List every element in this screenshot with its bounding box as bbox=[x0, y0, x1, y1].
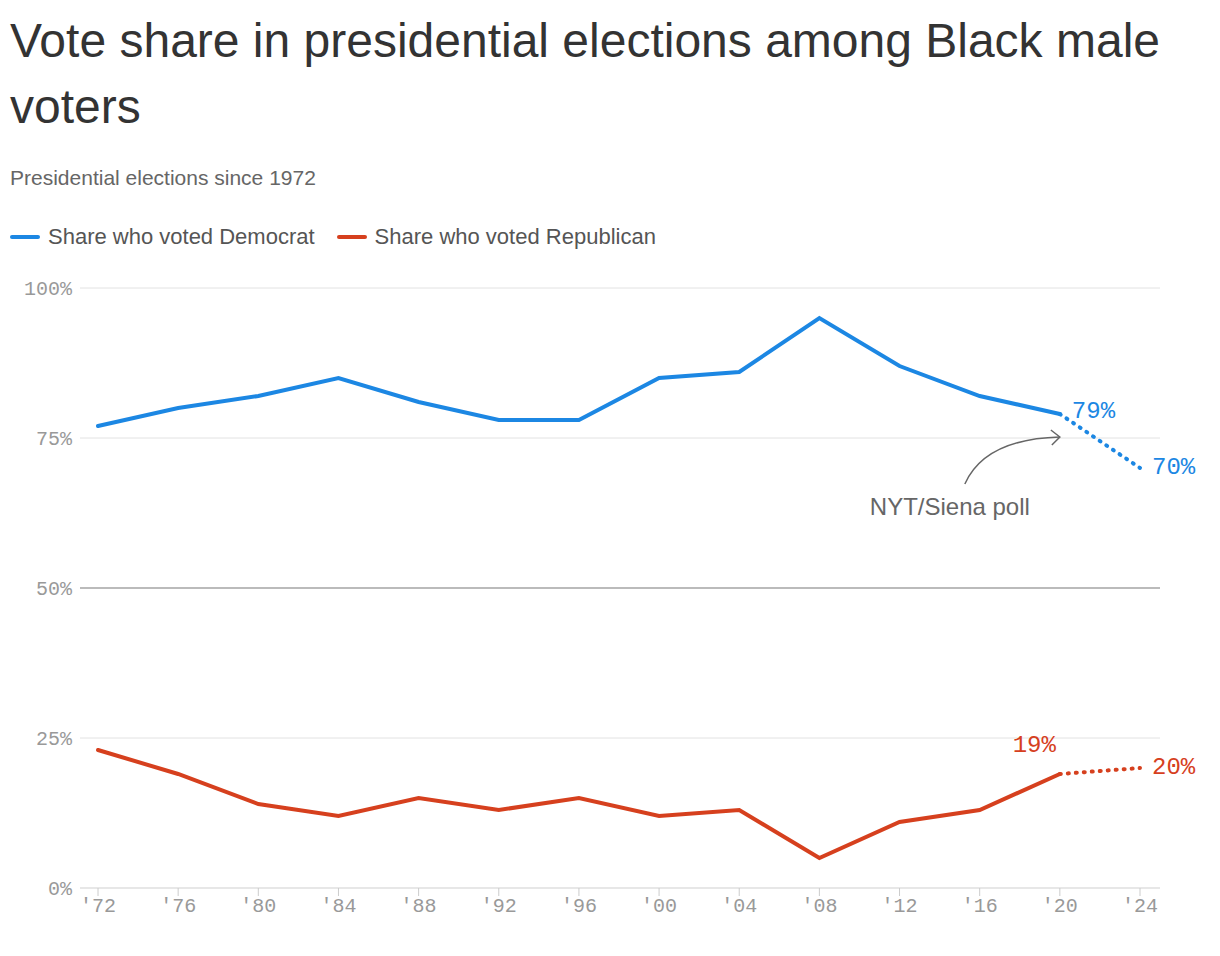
svg-text:100%: 100% bbox=[24, 278, 73, 301]
svg-text:19%: 19% bbox=[1013, 732, 1057, 759]
svg-text:'88: '88 bbox=[401, 895, 437, 918]
svg-text:70%: 70% bbox=[1152, 454, 1196, 481]
svg-text:'76: '76 bbox=[160, 895, 196, 918]
svg-text:'24: '24 bbox=[1122, 895, 1158, 918]
svg-text:'92: '92 bbox=[481, 895, 517, 918]
html-text:Share who voted Republican: Share who voted Republican bbox=[374, 224, 656, 249]
svg-text:'84: '84 bbox=[320, 895, 356, 918]
html-text:Presidential elections since 1: Presidential elections since 1972 bbox=[10, 166, 316, 189]
svg-text:20%: 20% bbox=[1152, 754, 1196, 781]
html-text:Share who voted Democrat: Share who voted Democrat bbox=[48, 224, 315, 249]
svg-text:75%: 75% bbox=[36, 428, 73, 451]
svg-text:'72: '72 bbox=[80, 895, 116, 918]
svg-text:50%: 50% bbox=[36, 578, 73, 601]
svg-text:'80: '80 bbox=[240, 895, 276, 918]
svg-text:'12: '12 bbox=[882, 895, 918, 918]
svg-text:'00: '00 bbox=[641, 895, 677, 918]
svg-text:79%: 79% bbox=[1072, 398, 1116, 425]
svg-text:25%: 25% bbox=[36, 728, 73, 751]
html-text:Vote share in presidential ele: Vote share in presidential elections amo… bbox=[10, 14, 1160, 133]
svg-text:'96: '96 bbox=[561, 895, 597, 918]
svg-text:'16: '16 bbox=[962, 895, 998, 918]
svg-text:NYT/Siena poll: NYT/Siena poll bbox=[870, 493, 1030, 520]
svg-text:'08: '08 bbox=[801, 895, 837, 918]
svg-text:'20: '20 bbox=[1042, 895, 1078, 918]
svg-text:0%: 0% bbox=[48, 878, 73, 901]
svg-text:'04: '04 bbox=[721, 895, 757, 918]
